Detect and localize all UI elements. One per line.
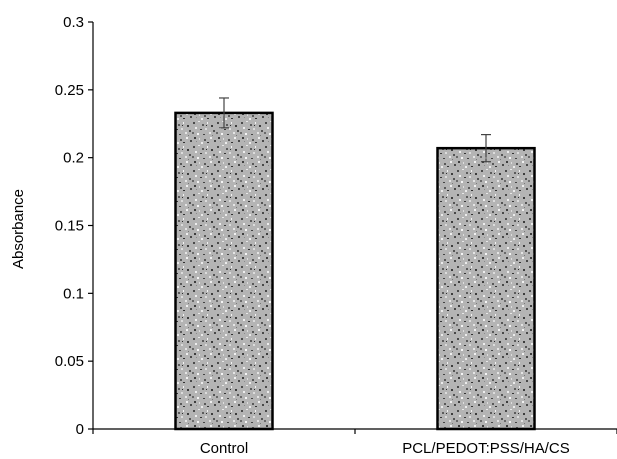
y-tick-label: 0.25	[55, 82, 84, 99]
y-tick-label: 0.3	[63, 14, 84, 31]
y-tick-label: 0.05	[55, 353, 84, 370]
x-category-label: Control	[200, 440, 248, 457]
y-tick-label: 0.1	[63, 285, 84, 302]
bar	[436, 146, 536, 431]
x-category-label: PCL/PEDOT:PSS/HA/CS	[402, 440, 570, 457]
y-axis-title: Absorbance	[10, 189, 27, 269]
y-tick-label: 0.2	[63, 150, 84, 167]
y-tick-label: 0	[76, 421, 84, 438]
y-tick-label: 0.15	[55, 218, 84, 235]
bar	[174, 111, 274, 431]
